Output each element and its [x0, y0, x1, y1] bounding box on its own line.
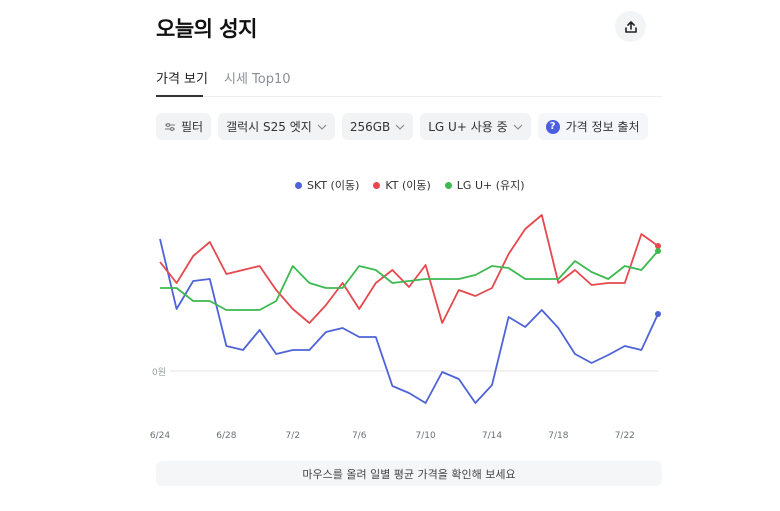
legend-label: KT (이동): [385, 179, 431, 192]
tab-bar: 가격 보기 시세 Top10: [156, 66, 662, 97]
chevron-down-icon: [317, 124, 327, 130]
question-circle-icon: ?: [545, 119, 560, 134]
legend-item-kt[interactable]: KT (이동): [373, 177, 431, 193]
y-zero-label: 0원: [152, 368, 167, 378]
page-title: 오늘의 성지: [156, 17, 257, 41]
filter-bar: 필터 갤럭시 S25 엣지 256GB LG U+ 사용 중 ? 가격 정보 출…: [156, 113, 648, 140]
tab-market-top10[interactable]: 시세 Top10: [224, 72, 291, 87]
x-tick-label: 6/24: [149, 431, 171, 441]
x-tick-label: 7/2: [285, 431, 301, 441]
model-value: 갤럭시 S25 엣지: [226, 120, 312, 134]
legend-item-skt[interactable]: SKT (이동): [295, 177, 359, 193]
chevron-down-icon: [513, 124, 523, 130]
model-select[interactable]: 갤럭시 S25 엣지: [218, 113, 335, 140]
storage-select[interactable]: 256GB: [341, 113, 414, 140]
tab-price-view[interactable]: 가격 보기: [156, 72, 208, 87]
filter-button[interactable]: 필터: [156, 113, 212, 140]
sliders-icon: [165, 122, 175, 131]
chevron-down-icon: [395, 124, 405, 130]
last-point-marker: [655, 311, 661, 317]
last-point-marker: [655, 248, 661, 254]
legend-dot-icon: [444, 181, 452, 189]
series-line[interactable]: [160, 250, 659, 311]
price-source-button[interactable]: ? 가격 정보 출처: [537, 113, 648, 140]
share-upload-icon: [624, 20, 637, 33]
x-tick-label: 6/28: [216, 431, 237, 441]
legend-label: LG U+ (유지): [456, 179, 525, 192]
filter-label: 필터: [181, 120, 204, 134]
chart-legend: SKT (이동) KT (이동) LG U+ (유지): [295, 177, 525, 193]
share-button[interactable]: [615, 11, 646, 42]
series-line[interactable]: [159, 238, 659, 404]
x-tick-label: 7/18: [548, 431, 569, 441]
legend-label: SKT (이동): [307, 179, 360, 192]
x-tick-label: 7/6: [351, 431, 367, 441]
x-tick-label: 7/22: [614, 431, 635, 441]
hover-hint: 마우스를 올려 일별 평균 가격을 확인해 보세요: [156, 461, 662, 486]
price-source-label: 가격 정보 출처: [565, 120, 640, 134]
carrier-value: LG U+ 사용 중: [428, 120, 508, 134]
x-tick-label: 7/10: [415, 431, 436, 441]
legend-dot-icon: [373, 181, 381, 189]
legend-item-lg[interactable]: LG U+ (유지): [444, 177, 525, 193]
series-line[interactable]: [159, 214, 659, 324]
legend-dot-icon: [295, 181, 302, 189]
storage-value: 256GB: [349, 119, 391, 134]
carrier-select[interactable]: LG U+ 사용 중: [420, 113, 531, 140]
last-point-marker: [655, 243, 661, 249]
x-tick-label: 7/14: [481, 431, 503, 441]
active-tab-indicator: [156, 95, 203, 97]
